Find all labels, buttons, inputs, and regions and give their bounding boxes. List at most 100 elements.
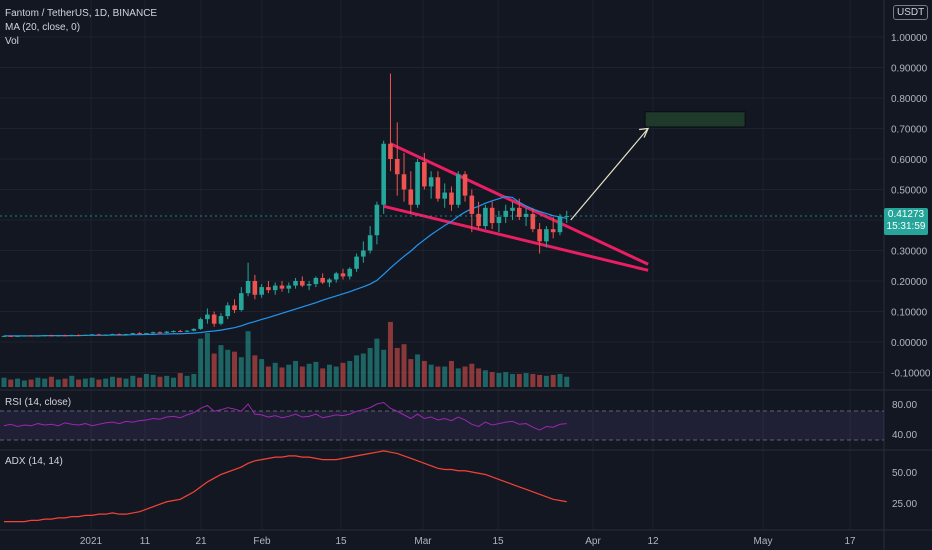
volume-bar [415, 354, 421, 387]
candle-body [462, 174, 468, 196]
candle-body [239, 293, 244, 310]
bar-countdown: 15:31:59 [886, 221, 926, 232]
rsi-legend[interactable]: RSI (14, close) [5, 397, 71, 408]
time-axis[interactable]: 2021 11 21 Feb 15 Mar 15 Apr 12 May 17 [80, 536, 856, 547]
volume-bar [150, 374, 156, 387]
candle-body [62, 335, 68, 337]
time-tick-label: 15 [335, 536, 347, 547]
vol-legend[interactable]: Vol [5, 36, 19, 47]
volume-bar [476, 368, 482, 387]
volume-bar [299, 366, 305, 387]
volume-bar [143, 373, 149, 387]
candle-body [394, 159, 400, 175]
rsi-line [3, 402, 567, 431]
time-tick-label: 21 [195, 536, 207, 547]
currency-unit-badge[interactable]: USDT [893, 5, 929, 20]
volume-bar [306, 363, 312, 387]
volume-bar [482, 370, 488, 387]
candle-body [232, 305, 237, 310]
volume-bar [408, 359, 414, 387]
candle-body [28, 335, 34, 337]
price-tick-label: 1.00000 [891, 33, 928, 44]
candle-body [286, 285, 292, 289]
candle-body [103, 334, 108, 336]
volume-bar [96, 379, 102, 387]
volume-bar [137, 377, 143, 387]
candle-body [137, 333, 142, 335]
volume-bars [1, 321, 570, 387]
candles [1, 73, 570, 337]
volume-bar [435, 366, 441, 387]
candle-body [320, 277, 325, 283]
volume-bar [387, 321, 393, 387]
grid [0, 0, 884, 530]
candle-body [523, 213, 529, 217]
volume-bar [530, 373, 536, 387]
candle-body [144, 333, 149, 335]
volume-bar [442, 366, 448, 387]
volume-bar [42, 378, 48, 387]
volume-bar [76, 379, 82, 387]
candle-body [347, 268, 353, 277]
candle-body [198, 319, 203, 329]
time-tick-label: Mar [414, 536, 432, 547]
volume-bar [82, 378, 88, 387]
volume-bar [103, 378, 109, 387]
price-tick-label: 0.70000 [891, 125, 928, 136]
volume-bar [462, 366, 468, 387]
target-zone-box[interactable] [644, 111, 746, 128]
price-tick-label: -0.10000 [891, 369, 931, 380]
candle-body [544, 229, 549, 242]
candle-body [259, 287, 264, 295]
ma-legend[interactable]: MA (20, close, 0) [5, 22, 80, 33]
volume-bar [354, 355, 360, 387]
price-tick-label: 0.20000 [891, 277, 928, 288]
candle-body [69, 334, 75, 336]
candle-body [211, 314, 217, 324]
price-tick-label: 0.60000 [891, 155, 928, 166]
volume-bar [557, 373, 563, 387]
candle-body [177, 331, 183, 333]
candle-body [15, 335, 20, 337]
candle-body [49, 335, 54, 337]
volume-bar [496, 373, 502, 387]
volume-bar [313, 361, 319, 387]
rsi-tick-40: 40.00 [892, 430, 917, 441]
volume-bar [564, 376, 570, 387]
lower-trendline[interactable] [383, 204, 649, 272]
volume-bar [55, 379, 61, 387]
volume-bar [218, 345, 224, 387]
candle-body [374, 204, 380, 236]
price-tick-label: 0.10000 [891, 308, 928, 319]
adx-legend[interactable]: ADX (14, 14) [5, 456, 63, 467]
candle-body [361, 250, 366, 257]
projection-arrowhead [639, 127, 650, 138]
time-tick-label: Feb [253, 536, 271, 547]
volume-bar [225, 349, 231, 387]
volume-bar [394, 347, 400, 387]
candle-body [110, 334, 115, 336]
volume-bar [523, 373, 529, 387]
volume-bar [177, 373, 183, 387]
volume-bar [326, 364, 332, 387]
volume-bar [510, 373, 515, 387]
volume-bar [448, 360, 454, 387]
candle-body [76, 334, 81, 336]
candle-body [537, 229, 542, 242]
candle-body [245, 281, 251, 294]
candle-body [225, 305, 231, 317]
volume-bar [374, 338, 380, 387]
candle-body [306, 284, 312, 286]
volume-bar [252, 355, 258, 387]
last-price-tag: 0.41273 15:31:59 [884, 208, 928, 235]
projection-arrow[interactable] [570, 128, 649, 221]
candle-body [333, 273, 339, 280]
candle-body [116, 334, 122, 336]
price-tick-label: 0.80000 [891, 94, 928, 105]
volume-bar [516, 373, 522, 387]
volume-bar [191, 373, 197, 387]
symbol-title[interactable]: Fantom / TetherUS, 1D, BINANCE [5, 8, 157, 19]
volume-bar [157, 376, 163, 387]
